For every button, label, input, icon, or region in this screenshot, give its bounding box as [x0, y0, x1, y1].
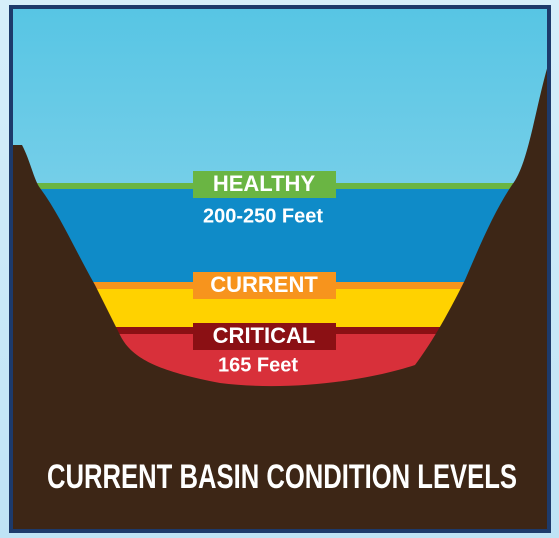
- page: HEALTHY 200-250 Feet CURRENT CRITICAL 16…: [0, 0, 559, 538]
- level-depth: 165 Feet: [218, 354, 298, 376]
- level-label: HEALTHY: [213, 171, 316, 196]
- level-label: CURRENT: [210, 272, 318, 297]
- level-depth: 200-250 Feet: [203, 205, 323, 227]
- level-label: CRITICAL: [213, 323, 316, 348]
- basin-diagram: HEALTHY 200-250 Feet CURRENT CRITICAL 16…: [0, 0, 559, 538]
- water-healthy: [12, 189, 548, 282]
- title: CURRENT BASIN CONDITION LEVELS: [47, 458, 517, 496]
